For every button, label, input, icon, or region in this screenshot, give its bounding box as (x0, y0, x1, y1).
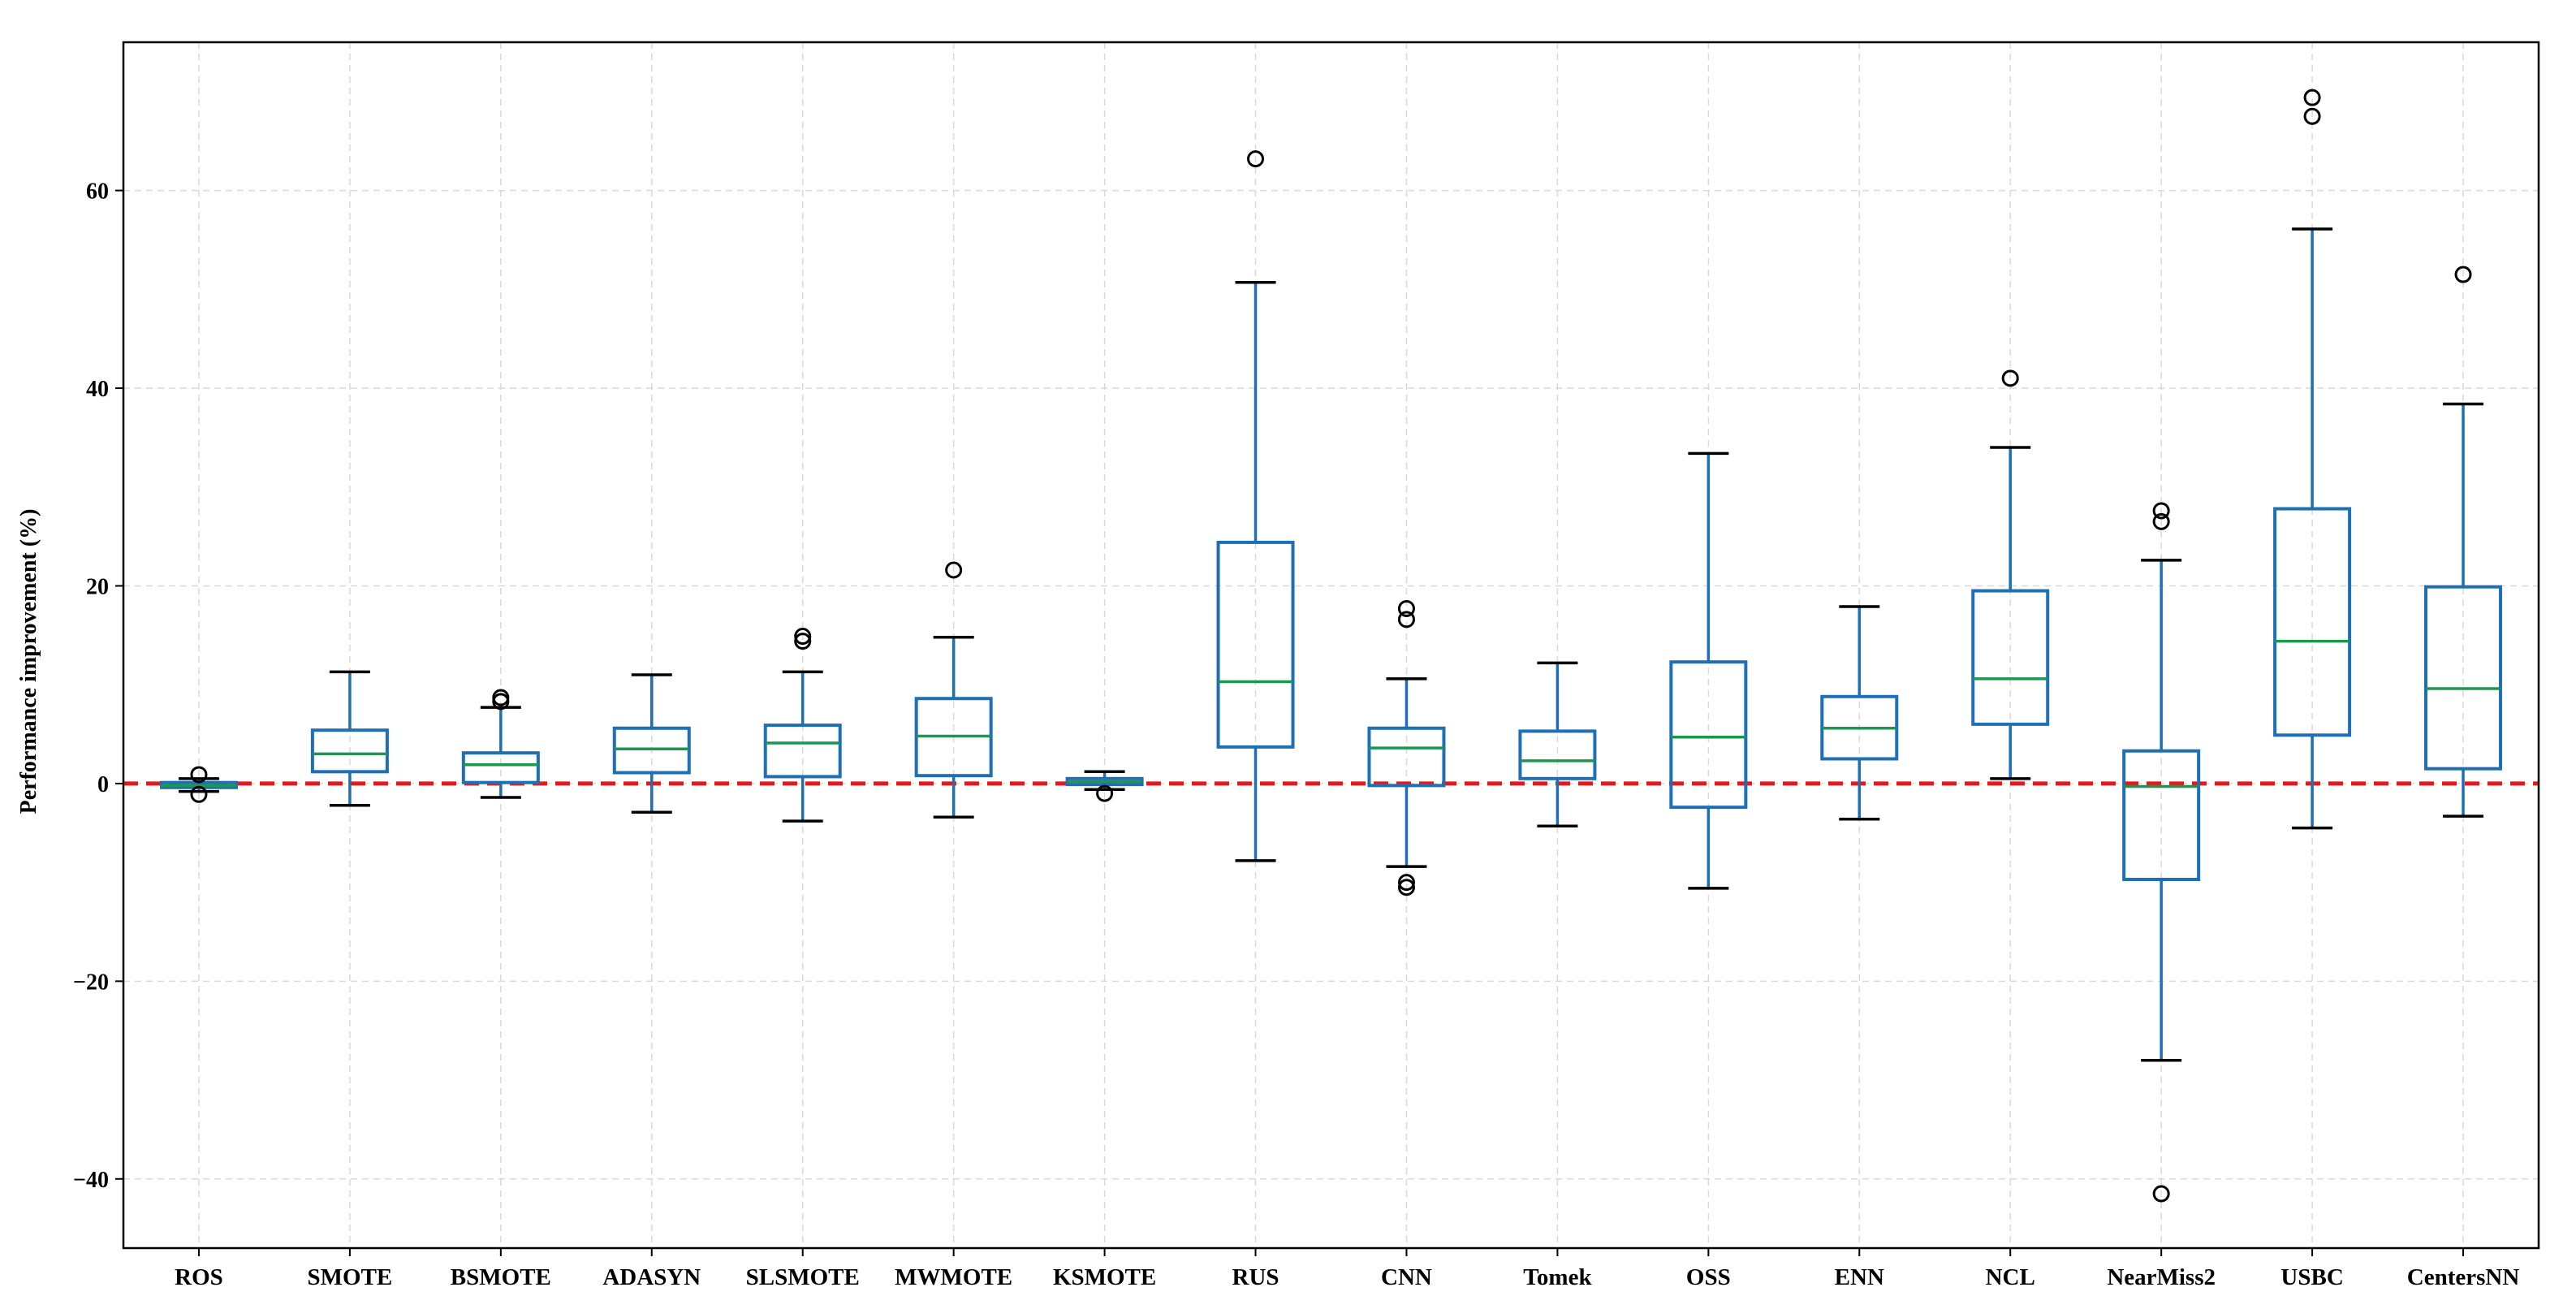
y-axis-title: Performance improvement (%) (16, 509, 41, 814)
outlier-point (1397, 879, 1415, 896)
box-group-nearmiss2 (2122, 502, 2201, 1203)
box-iqr (612, 726, 691, 775)
y-tick-label: −20 (73, 970, 109, 995)
x-tick-label: KSMOTE (1053, 1264, 1156, 1290)
box-group-bsmote (461, 689, 540, 799)
box-iqr (1518, 729, 1597, 780)
outlier-point (1397, 874, 1415, 892)
box-iqr (2122, 749, 2201, 881)
x-tick-label: OSS (1686, 1264, 1731, 1290)
box-iqr (2273, 507, 2352, 737)
box-group-oss (1669, 451, 1748, 890)
box-iqr (1669, 660, 1748, 810)
outlier-point (2152, 502, 2170, 520)
box-iqr (1367, 726, 1446, 788)
x-tick-label: CentersNN (2407, 1264, 2520, 1290)
box-group-ros (159, 766, 238, 803)
y-tick-label: 0 (97, 772, 109, 797)
y-tick-label: 40 (86, 377, 109, 402)
outlier-point (2152, 512, 2170, 530)
y-tick-label: −40 (73, 1168, 109, 1193)
x-tick-label: Tomek (1523, 1264, 1592, 1290)
box-group-centersnn (2424, 266, 2503, 818)
x-tick-label: CNN (1381, 1264, 1432, 1290)
box-iqr (461, 751, 540, 784)
box-group-slsmote (763, 628, 842, 823)
y-axis-ticks: −40 −20 0 20 40 60 (73, 179, 123, 1193)
x-tick-label: SMOTE (308, 1264, 393, 1290)
x-tick-label: ADASYN (602, 1264, 701, 1290)
x-tick-label: BSMOTE (451, 1264, 551, 1290)
outlier-point (2303, 89, 2321, 106)
outlier-point (1397, 599, 1415, 617)
plot-frame (122, 41, 2540, 1250)
outlier-point (2303, 107, 2321, 125)
x-tick-label: SLSMOTE (746, 1264, 860, 1290)
outlier-point (2152, 1185, 2170, 1203)
box-group-usbc (2273, 89, 2352, 830)
outlier-point (2001, 369, 2019, 387)
outlier-point (794, 628, 812, 646)
box-iqr (1216, 540, 1295, 749)
box-group-smote (310, 670, 389, 807)
y-tick-label: 60 (86, 179, 109, 205)
x-tick-label: NearMiss2 (2107, 1264, 2216, 1290)
box-group-mwmote (914, 561, 993, 819)
box-iqr (763, 724, 842, 779)
x-tick-label: ROS (175, 1264, 223, 1290)
outlier-point (2454, 266, 2472, 283)
x-tick-label: USBC (2280, 1264, 2343, 1290)
box-group-cnn (1367, 599, 1446, 896)
outlier-point (190, 785, 208, 803)
outlier-point (492, 689, 510, 706)
y-tick-label: 20 (86, 574, 109, 599)
x-tick-label: NCL (1986, 1264, 2035, 1290)
outlier-point (1247, 150, 1265, 168)
x-tick-label: MWMOTE (895, 1264, 1012, 1290)
box-group-rus (1216, 150, 1295, 862)
box-iqr (2424, 585, 2503, 771)
boxes (159, 89, 2503, 1203)
x-axis-ticks: ROS SMOTE BSMOTE ADASYN SLSMOTE MWMOTE KSMOTE R… (175, 1248, 2519, 1290)
outlier-point (794, 633, 812, 650)
box-iqr (1971, 589, 2050, 726)
x-tick-label: ENN (1835, 1264, 1884, 1290)
outlier-point (1397, 611, 1415, 629)
outlier-point (1096, 784, 1114, 802)
box-group-ksmote (1065, 770, 1144, 802)
box-group-tomek (1518, 661, 1597, 827)
box-group-adasyn (612, 673, 691, 814)
box-group-ncl (1971, 369, 2050, 780)
x-tick-label: RUS (1232, 1264, 1279, 1290)
box-group-enn (1820, 605, 1899, 821)
outlier-point (945, 561, 963, 579)
box-iqr (310, 728, 389, 774)
outlier-point (190, 766, 208, 784)
